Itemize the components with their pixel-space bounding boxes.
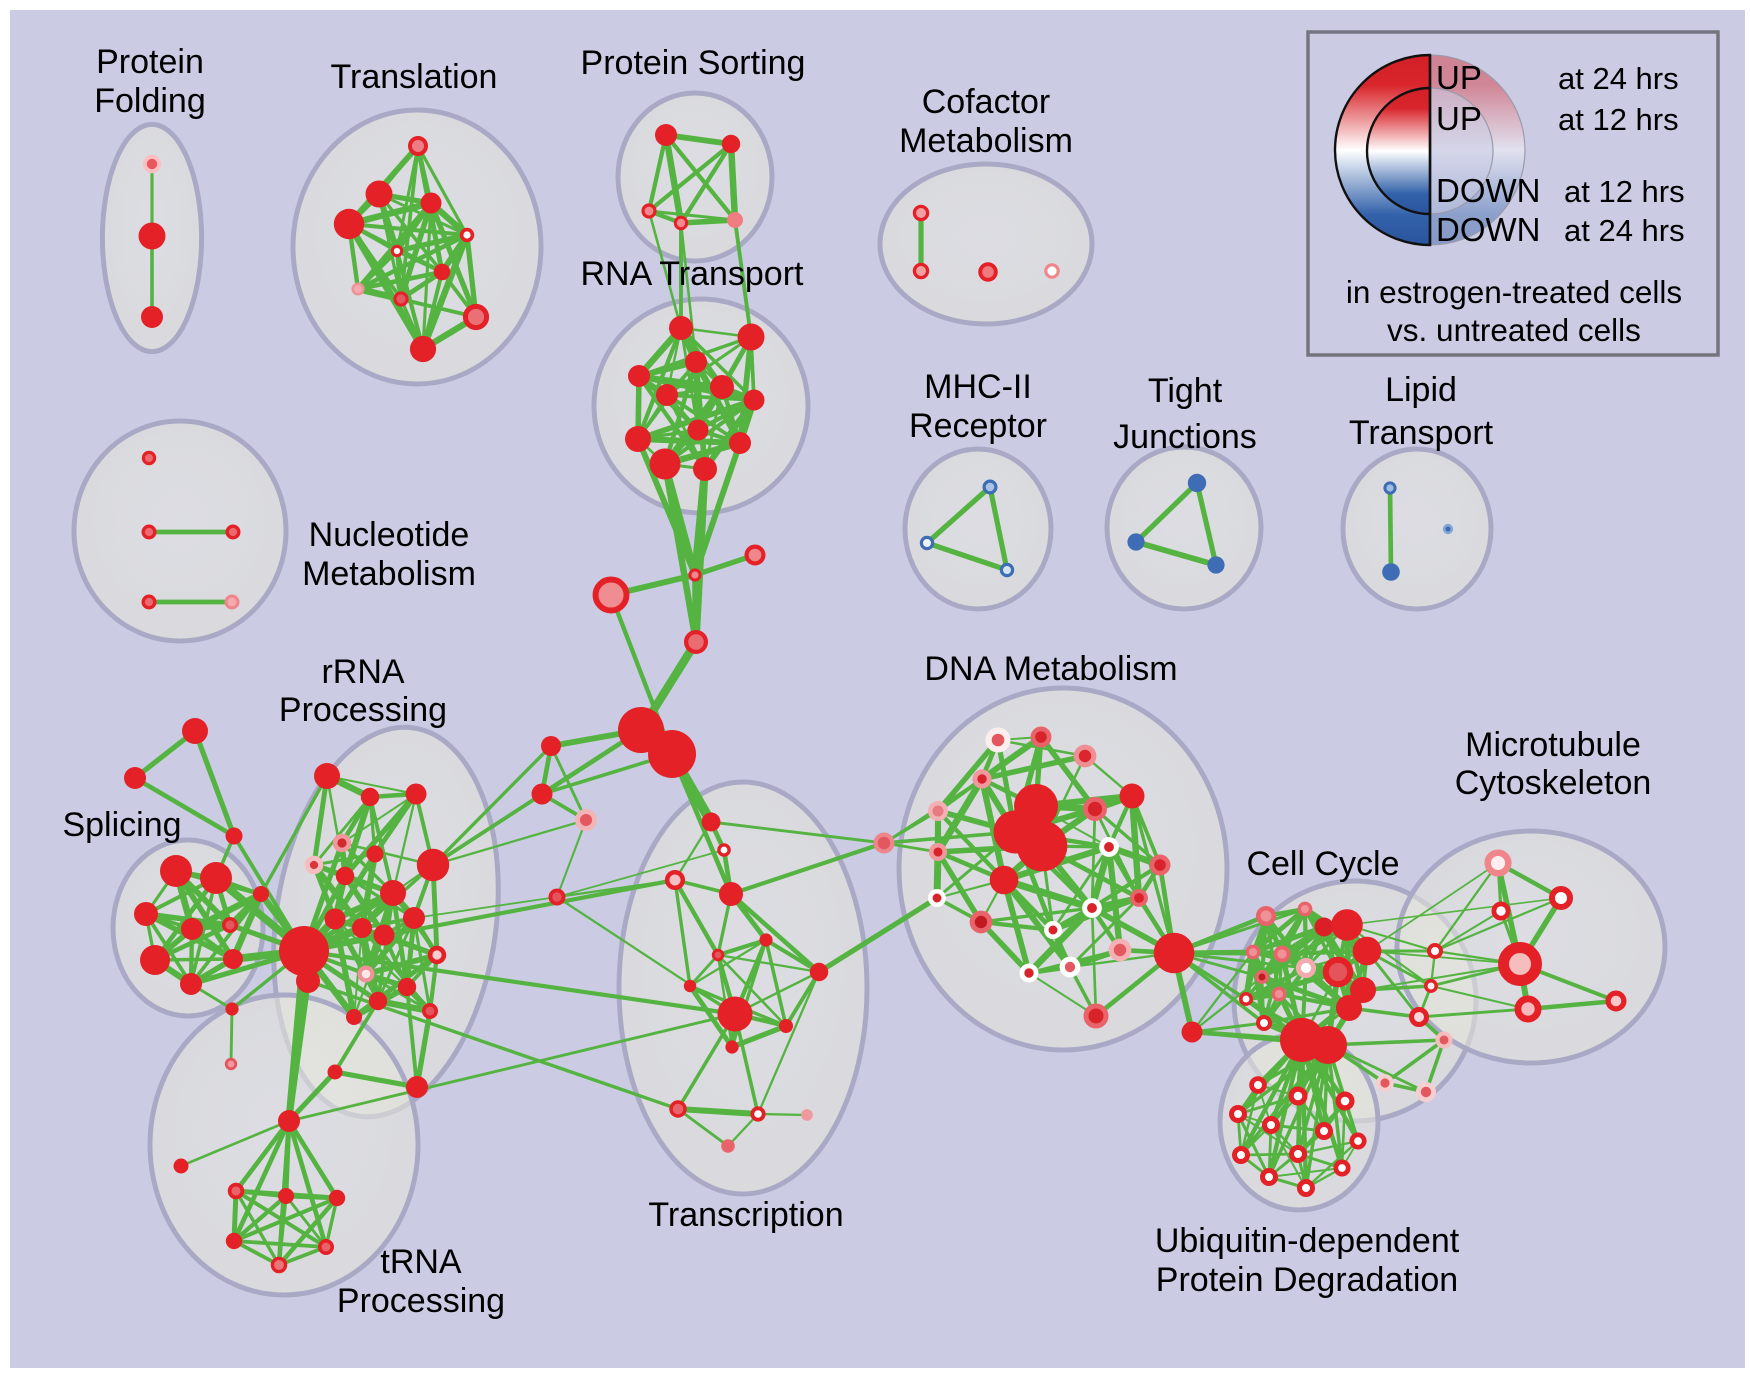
svg-text:DOWN: DOWN (1436, 211, 1540, 248)
svg-text:at 24 hrs: at 24 hrs (1564, 213, 1685, 248)
svg-text:Folding: Folding (94, 82, 206, 120)
svg-text:UP: UP (1436, 100, 1482, 137)
svg-text:at 24 hrs: at 24 hrs (1558, 61, 1679, 96)
svg-text:Cell Cycle: Cell Cycle (1246, 845, 1399, 883)
svg-text:Junctions: Junctions (1113, 418, 1257, 456)
svg-text:rRNA: rRNA (321, 653, 404, 691)
svg-text:in estrogen-treated cells: in estrogen-treated cells (1346, 274, 1682, 310)
svg-text:Ubiquitin-dependent: Ubiquitin-dependent (1155, 1222, 1460, 1260)
svg-text:Receptor: Receptor (909, 407, 1047, 445)
svg-text:Processing: Processing (337, 1282, 505, 1320)
svg-text:Cytoskeleton: Cytoskeleton (1455, 764, 1652, 802)
svg-text:DOWN: DOWN (1436, 172, 1540, 209)
svg-text:Splicing: Splicing (62, 806, 181, 844)
svg-text:Processing: Processing (279, 691, 447, 729)
svg-text:Transcription: Transcription (648, 1196, 843, 1234)
svg-text:Protein Degradation: Protein Degradation (1156, 1261, 1458, 1299)
svg-text:RNA Transport: RNA Transport (581, 255, 805, 293)
svg-text:Nucleotide: Nucleotide (309, 516, 470, 554)
svg-text:MHC-II: MHC-II (924, 368, 1032, 406)
svg-text:Metabolism: Metabolism (899, 122, 1073, 160)
svg-text:Transport: Transport (1349, 414, 1494, 452)
svg-text:DNA Metabolism: DNA Metabolism (924, 650, 1177, 688)
svg-text:at 12 hrs: at 12 hrs (1558, 102, 1679, 137)
svg-text:Protein: Protein (96, 43, 204, 81)
svg-text:Metabolism: Metabolism (302, 555, 476, 593)
svg-text:vs. untreated cells: vs. untreated cells (1387, 312, 1641, 348)
svg-text:UP: UP (1436, 59, 1482, 96)
svg-text:Lipid: Lipid (1385, 371, 1457, 409)
svg-text:tRNA: tRNA (380, 1243, 462, 1281)
svg-text:Cofactor: Cofactor (922, 83, 1051, 121)
svg-text:Microtubule: Microtubule (1465, 726, 1641, 764)
svg-text:Tight: Tight (1148, 372, 1223, 410)
svg-text:at 12 hrs: at 12 hrs (1564, 174, 1685, 209)
svg-text:Translation: Translation (331, 58, 498, 96)
svg-text:Protein Sorting: Protein Sorting (581, 44, 806, 82)
